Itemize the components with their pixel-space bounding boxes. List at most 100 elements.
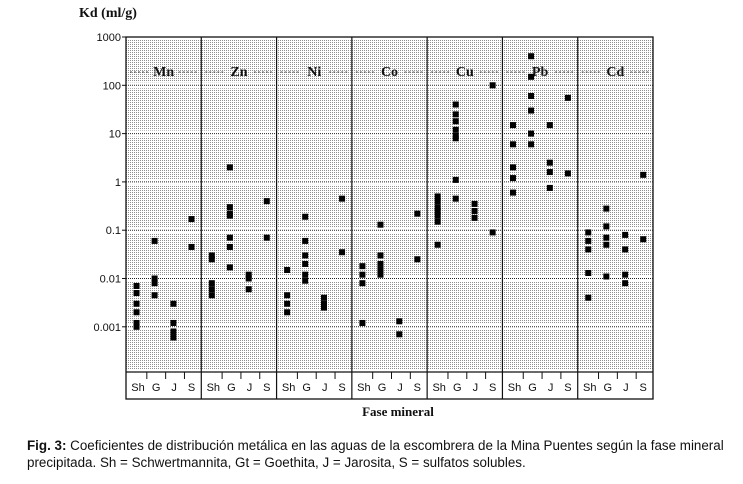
data-point (585, 269, 592, 276)
data-point (302, 277, 309, 284)
data-point (528, 93, 535, 100)
data-point (640, 236, 647, 243)
data-points (133, 53, 647, 341)
data-point (528, 53, 535, 60)
grid-band (126, 40, 653, 83)
data-point (452, 111, 459, 118)
metal-label: Cu (456, 65, 474, 80)
data-point (284, 300, 291, 307)
phase-label: G (227, 382, 236, 394)
data-point (396, 331, 403, 338)
data-point (509, 164, 516, 171)
data-point (489, 82, 496, 89)
data-point (226, 234, 233, 241)
data-point (284, 309, 291, 316)
data-point (245, 275, 252, 282)
data-point (434, 207, 441, 214)
phase-label: G (152, 382, 161, 394)
grid-band (126, 136, 653, 179)
y-axis-label: Kd (ml/g) (79, 6, 137, 21)
data-point (603, 205, 610, 212)
grid-band (126, 281, 653, 324)
phase-label: Sh (583, 382, 596, 394)
metal-label: Co (381, 65, 398, 80)
data-point (452, 176, 459, 183)
phase-label: J (473, 382, 479, 394)
data-point (359, 271, 366, 278)
data-point (528, 130, 535, 137)
data-point (622, 246, 629, 253)
figure-caption: Fig. 3: Coeficientes de distribución met… (27, 437, 732, 471)
x-axis-label: Fase mineral (362, 404, 434, 419)
grid-bands (126, 40, 653, 369)
data-point (452, 126, 459, 133)
data-point (151, 237, 158, 244)
data-point (471, 207, 478, 214)
metal-label: Pb (532, 65, 549, 80)
data-point (226, 164, 233, 171)
data-point (302, 252, 309, 259)
phase-label: J (397, 382, 403, 394)
data-point (377, 260, 384, 267)
phase-label: J (247, 382, 253, 394)
data-point (133, 309, 140, 316)
data-point (133, 300, 140, 307)
data-point (603, 223, 610, 230)
data-point (377, 252, 384, 259)
data-point (377, 266, 384, 273)
data-point (208, 252, 215, 259)
y-tick-label: 0.1 (106, 225, 121, 237)
metal-label: Cd (606, 65, 624, 80)
data-point (170, 328, 177, 335)
metal-label: Mn (153, 65, 174, 80)
data-point (622, 280, 629, 287)
data-point (151, 275, 158, 282)
data-point (414, 210, 421, 217)
data-point (284, 292, 291, 299)
y-tick-label: 10 (109, 129, 121, 141)
data-point (528, 141, 535, 148)
phase-label: J (322, 382, 328, 394)
phase-label: Sh (131, 382, 144, 394)
data-point (226, 243, 233, 250)
data-point (546, 184, 553, 191)
y-tick-label: 0.001 (93, 322, 121, 334)
data-point (151, 292, 158, 299)
data-point (151, 280, 158, 287)
data-point (414, 256, 421, 263)
phase-label: J (171, 382, 177, 394)
phase-label: S (263, 382, 270, 394)
phase-label: S (188, 382, 195, 394)
data-point (434, 241, 441, 248)
data-point (564, 170, 571, 177)
data-point (359, 263, 366, 270)
data-point (434, 218, 441, 225)
phase-label: S (338, 382, 345, 394)
data-point (603, 234, 610, 241)
data-point (359, 319, 366, 326)
data-point (321, 294, 328, 301)
data-point (585, 246, 592, 253)
data-point (170, 334, 177, 341)
phase-label: Sh (432, 382, 445, 394)
y-tick-label: 100 (103, 80, 121, 92)
data-point (546, 159, 553, 166)
data-point (208, 280, 215, 287)
y-tick-label: 1000 (97, 32, 121, 44)
data-point (302, 213, 309, 220)
data-point (564, 94, 571, 101)
phase-label: Sh (357, 382, 370, 394)
data-point (302, 237, 309, 244)
plot-border (125, 36, 654, 400)
y-tick-label: 1 (115, 177, 121, 189)
grid-band (126, 329, 653, 369)
phase-label: G (302, 382, 311, 394)
data-point (339, 195, 346, 202)
data-point (471, 214, 478, 221)
data-point (263, 234, 270, 241)
data-point (452, 195, 459, 202)
metal-label: Ni (307, 65, 321, 80)
data-point (640, 171, 647, 178)
data-point (434, 193, 441, 200)
